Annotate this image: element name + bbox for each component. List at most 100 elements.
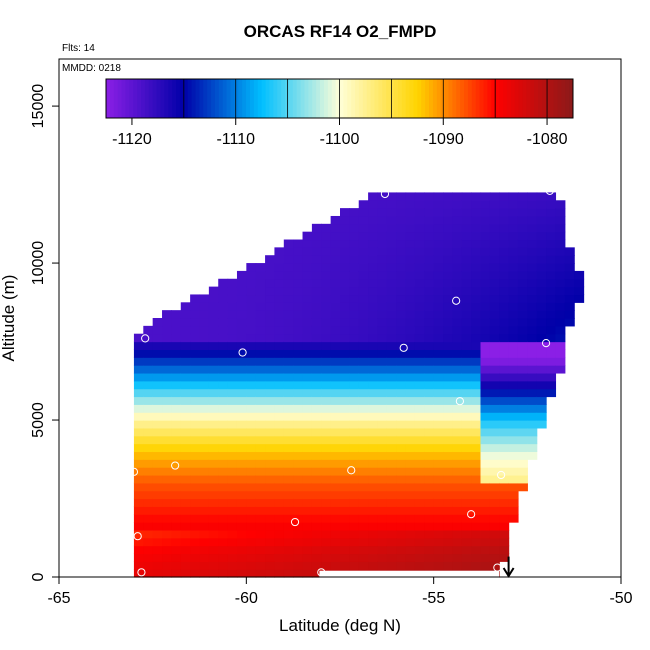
- heatmap-cell: [368, 247, 379, 256]
- heatmap-cell: [321, 286, 332, 296]
- heatmap-cell: [152, 412, 163, 421]
- heatmap-cell: [293, 318, 304, 327]
- heatmap-cell: [143, 412, 154, 421]
- heatmap-cell: [162, 435, 172, 445]
- heatmap-cell: [227, 396, 238, 405]
- colorbar-segment: [339, 79, 344, 118]
- heatmap-cell: [143, 529, 154, 539]
- heatmap-cell: [508, 380, 519, 390]
- heatmap-cell: [414, 263, 425, 272]
- heatmap-cell: [302, 357, 313, 366]
- heatmap-cell: [293, 278, 304, 288]
- heatmap-cell: [199, 420, 210, 429]
- heatmap-cell: [452, 537, 463, 547]
- heatmap-cell: [471, 537, 482, 547]
- heatmap-cell: [321, 380, 332, 390]
- heatmap-cell: [133, 467, 144, 476]
- heatmap-cell: [443, 200, 453, 209]
- colorbar-segment: [281, 79, 286, 118]
- heatmap-cell: [471, 506, 482, 515]
- heatmap-cell: [386, 325, 397, 335]
- heatmap-cell: [433, 514, 444, 523]
- heatmap-cell: [133, 435, 144, 445]
- heatmap-cell: [199, 529, 210, 539]
- heatmap-cell: [152, 325, 163, 335]
- heatmap-cell: [368, 435, 379, 445]
- heatmap-cell: [489, 333, 500, 343]
- colorbar-segment: [499, 79, 504, 118]
- heatmap-cell: [152, 396, 163, 405]
- heatmap-cell: [527, 388, 538, 398]
- heatmap-cell: [330, 255, 341, 264]
- heatmap-cell: [527, 318, 538, 327]
- heatmap-cell: [349, 498, 360, 507]
- heatmap-cell: [180, 451, 191, 460]
- heatmap-cell: [377, 412, 388, 421]
- heatmap-cell: [414, 451, 425, 460]
- heatmap-cell: [358, 325, 369, 335]
- heatmap-cell: [330, 529, 341, 539]
- heatmap-cell: [405, 325, 416, 335]
- heatmap-cell: [489, 522, 500, 531]
- heatmap-cell: [489, 263, 500, 272]
- heatmap-cell: [527, 325, 538, 335]
- heatmap-cell: [396, 553, 407, 562]
- heatmap-cell: [499, 474, 510, 484]
- heatmap-cell: [386, 561, 397, 570]
- heatmap-cell: [208, 514, 219, 523]
- heatmap-cell: [293, 396, 304, 405]
- heatmap-cell: [199, 349, 210, 358]
- heatmap-cell: [265, 270, 276, 280]
- heatmap-cell: [152, 357, 163, 366]
- heatmap-cell: [143, 474, 154, 484]
- colorbar-segment: [483, 79, 488, 118]
- heatmap-cell: [499, 223, 510, 233]
- heatmap-cell: [190, 435, 201, 445]
- heatmap-cell: [499, 459, 510, 468]
- sample-point: [380, 189, 390, 199]
- colorbar-segment: [518, 79, 523, 118]
- heatmap-cell: [349, 482, 360, 492]
- heatmap-cell: [152, 561, 163, 570]
- heatmap-cell: [508, 208, 519, 217]
- heatmap-cell: [414, 239, 425, 248]
- heatmap-cell: [227, 286, 238, 296]
- heatmap-cell: [321, 435, 332, 445]
- heatmap-cell: [133, 349, 144, 358]
- heatmap-cell: [330, 302, 341, 311]
- heatmap-cell: [555, 302, 566, 311]
- colorbar-segment: [144, 79, 150, 118]
- colorbar-segment: [292, 79, 298, 118]
- heatmap-cell: [274, 294, 285, 303]
- heatmap-cell: [311, 333, 322, 343]
- heatmap-cell: [368, 404, 379, 413]
- heatmap-cell: [405, 223, 416, 233]
- heatmap-cell: [480, 365, 491, 374]
- heatmap-cell: [293, 349, 304, 358]
- colorbar-segment: [214, 79, 220, 118]
- heatmap-cell: [471, 270, 482, 280]
- heatmap-cell: [508, 310, 519, 319]
- heatmap-cell: [433, 247, 444, 256]
- heatmap-cell: [321, 420, 332, 429]
- heatmap-cell: [480, 474, 491, 484]
- heatmap-cell: [424, 341, 435, 350]
- heatmap-cell: [536, 215, 547, 225]
- heatmap-cell: [302, 388, 313, 398]
- heatmap-cell: [255, 514, 266, 523]
- heatmap-cell: [414, 490, 425, 500]
- heatmap-cell: [255, 310, 266, 319]
- heatmap-cell: [208, 357, 219, 366]
- heatmap-cell: [162, 420, 172, 429]
- heatmap-cell: [508, 247, 519, 256]
- heatmap-cell: [517, 467, 528, 476]
- heatmap-cell: [190, 514, 201, 523]
- heatmap-cell: [311, 459, 322, 468]
- heatmap-cell: [405, 459, 416, 468]
- heatmap-cell: [508, 294, 519, 303]
- heatmap-cell: [377, 270, 388, 280]
- heatmap-cell: [199, 474, 210, 484]
- heatmap-cell: [358, 333, 369, 343]
- heatmap-cell: [499, 506, 510, 515]
- heatmap-cell: [311, 498, 322, 507]
